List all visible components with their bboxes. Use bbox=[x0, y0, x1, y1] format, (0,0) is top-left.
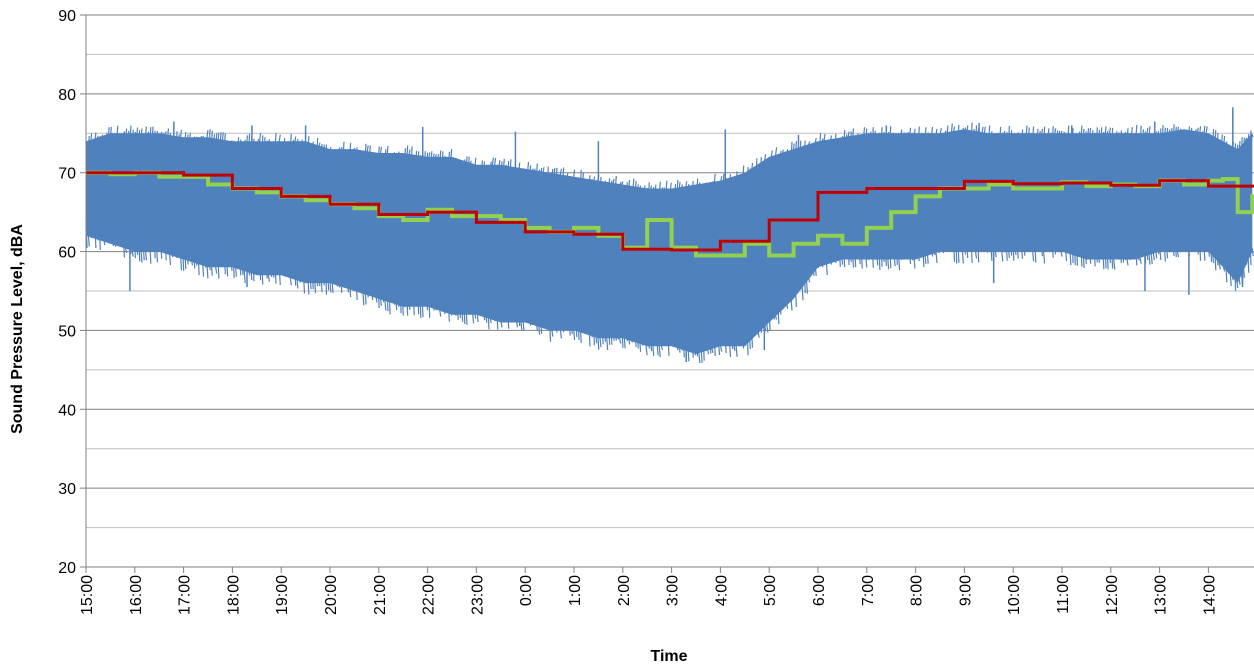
x-tick-marks bbox=[85, 567, 1209, 573]
y-tick-label: 70 bbox=[58, 166, 76, 183]
x-tick-label: 21:00 bbox=[372, 575, 389, 615]
red-step-line bbox=[86, 171, 1254, 252]
x-tick-label: 14:00 bbox=[1201, 575, 1218, 615]
x-tick-label: 1:00 bbox=[567, 575, 584, 606]
x-tick-label: 5:00 bbox=[762, 575, 779, 606]
x-tick-label: 13:00 bbox=[1153, 575, 1170, 615]
y-tick-label: 40 bbox=[58, 402, 76, 419]
x-tick-label: 19:00 bbox=[274, 575, 291, 615]
instantaneous-upper-edge bbox=[85, 122, 1254, 205]
y-tick-label: 60 bbox=[58, 245, 76, 262]
x-tick-label: 2:00 bbox=[616, 575, 633, 606]
x-tick-label: 20:00 bbox=[323, 575, 340, 615]
y-tick-label: 50 bbox=[58, 323, 76, 340]
x-tick-label: 17:00 bbox=[177, 575, 194, 615]
x-tick-label: 10:00 bbox=[1006, 575, 1023, 615]
plot-area bbox=[85, 107, 1254, 364]
x-tick-labels: 15:00 16:00 17:00 18:00 19:00 20:00 21:00 22:00… bbox=[79, 575, 1218, 615]
y-axis-title: Sound Pressure Level, dBA bbox=[9, 224, 26, 434]
x-tick-label: 11:00 bbox=[1055, 575, 1072, 614]
x-tick-label: 8:00 bbox=[909, 575, 926, 606]
x-tick-label: 9:00 bbox=[957, 575, 974, 606]
x-tick-label: 22:00 bbox=[421, 575, 438, 615]
x-tick-label: 15:00 bbox=[79, 575, 96, 615]
y-tick-label: 90 bbox=[58, 8, 76, 25]
y-tick-label: 20 bbox=[58, 560, 76, 577]
x-tick-label: 4:00 bbox=[713, 575, 730, 606]
y-tick-labels: 20 30 40 50 60 70 80 90 bbox=[58, 8, 86, 577]
x-tick-label: 6:00 bbox=[811, 575, 828, 606]
x-tick-label: 0:00 bbox=[518, 575, 535, 606]
y-tick-label: 80 bbox=[58, 87, 76, 104]
instantaneous-band bbox=[86, 129, 1253, 355]
x-tick-label: 12:00 bbox=[1104, 575, 1121, 615]
x-tick-label: 7:00 bbox=[860, 575, 877, 606]
x-tick-label: 18:00 bbox=[225, 575, 242, 615]
x-tick-label: 3:00 bbox=[665, 575, 682, 606]
x-tick-label: 16:00 bbox=[128, 575, 145, 615]
x-axis-title: Time bbox=[650, 648, 687, 665]
y-tick-label: 30 bbox=[58, 481, 76, 498]
x-tick-label: 23:00 bbox=[469, 575, 486, 615]
